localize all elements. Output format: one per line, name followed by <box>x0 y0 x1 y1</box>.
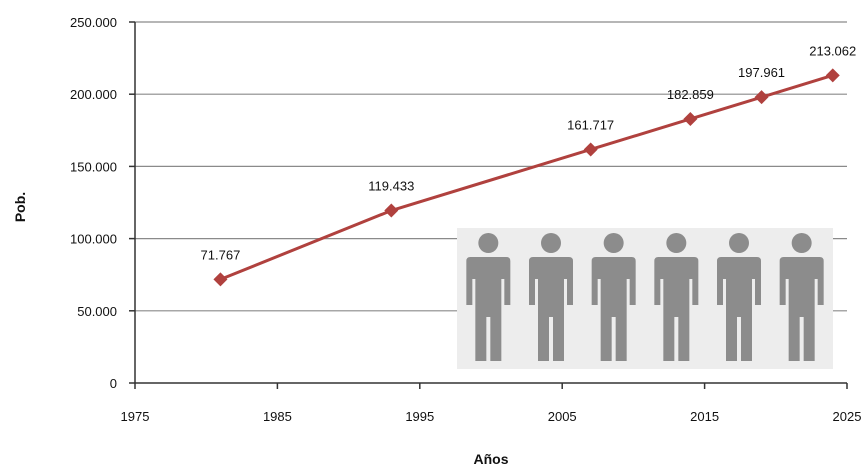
person-head <box>603 233 624 253</box>
x-tick-label: 2015 <box>690 409 719 424</box>
people-illustration <box>457 228 833 369</box>
y-tick-label: 0 <box>110 376 117 391</box>
person-icon <box>466 233 511 361</box>
illustration-panel <box>457 228 833 369</box>
data-point-marker <box>683 111 698 126</box>
data-point-marker <box>583 142 598 157</box>
y-tick-label: 150.000 <box>70 159 117 174</box>
person-body <box>717 257 761 361</box>
x-tick-label: 2025 <box>833 409 862 424</box>
person-head <box>541 233 561 253</box>
person-icon <box>779 233 824 361</box>
data-label: 161.717 <box>567 117 614 132</box>
data-label: 71.767 <box>201 247 241 262</box>
x-tick-label: 1985 <box>263 409 292 424</box>
x-tick-label: 1995 <box>405 409 434 424</box>
data-point-marker <box>213 272 228 287</box>
data-label: 213.062 <box>809 43 856 58</box>
data-labels: 71.767 119.433 161.717 182.859 197.961 213.06… <box>201 43 857 262</box>
y-tick-label: 250.000 <box>70 15 117 30</box>
axes: 0 50.000 100.000 150.000 200.000 250.000 1975 1… <box>70 15 861 424</box>
x-axis-title: Años <box>474 451 509 467</box>
person-body <box>591 257 636 361</box>
series-line-path <box>219 73 834 281</box>
y-axis-title: Pob. <box>12 192 28 222</box>
data-label: 182.859 <box>667 87 714 102</box>
person-icon <box>717 233 761 361</box>
person-head <box>666 233 687 253</box>
data-point-marker <box>825 68 840 83</box>
person-head <box>791 233 812 253</box>
person-icon <box>529 233 573 361</box>
data-label: 119.433 <box>368 179 414 194</box>
x-tick-label: 2005 <box>548 409 577 424</box>
person-head <box>478 233 499 253</box>
data-point-marker <box>754 90 769 105</box>
person-body <box>529 257 573 361</box>
data-label: 197.961 <box>738 65 785 80</box>
y-tick-label: 200.000 <box>70 87 117 102</box>
person-head <box>729 233 749 253</box>
person-body <box>779 257 824 361</box>
person-icon <box>654 233 699 361</box>
x-tick-label: 1975 <box>121 409 150 424</box>
series-line <box>213 68 840 287</box>
y-tick-label: 50.000 <box>77 304 117 319</box>
y-tick-label: 100.000 <box>70 232 117 247</box>
data-point-marker <box>384 203 399 218</box>
person-body <box>466 257 511 361</box>
person-body <box>654 257 699 361</box>
person-icon <box>591 233 636 361</box>
